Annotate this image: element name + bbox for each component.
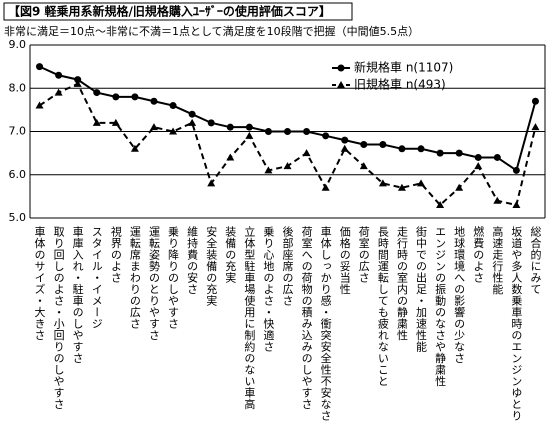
point bbox=[512, 201, 521, 209]
x-tick-label: 価格の妥当性 bbox=[338, 226, 351, 296]
point bbox=[92, 118, 101, 126]
x-tick-label: 燃費のよさ bbox=[472, 225, 485, 284]
x-tick-label: 運転姿勢のとりやすさ bbox=[147, 226, 160, 341]
point bbox=[359, 162, 368, 170]
x-tick-label: 車庫入れ・駐車のしやすさ bbox=[71, 225, 84, 364]
x-tick-label: 坂道や多人数乗車時のエンジンゆとり bbox=[510, 226, 523, 422]
point bbox=[188, 110, 196, 118]
point bbox=[264, 166, 273, 174]
point bbox=[55, 71, 63, 79]
point bbox=[36, 63, 44, 71]
point bbox=[321, 183, 330, 191]
point bbox=[341, 136, 349, 144]
x-tick-label: 運転席まわりの広さ bbox=[128, 226, 141, 330]
x-tick-label: 荷室への荷物の積み込みのしやすさ bbox=[300, 226, 313, 410]
x-tick-label: 地球環境への影響の少なさ bbox=[453, 226, 466, 364]
x-tick-label: 街中での出足・加速性能 bbox=[415, 225, 428, 353]
x-tick-label: 乗り降りのしやすさ bbox=[167, 226, 180, 330]
title-box bbox=[3, 2, 353, 21]
x-tick-label: 装備の充実 bbox=[224, 226, 237, 284]
point bbox=[112, 93, 120, 101]
y-tick-label: 9.0 bbox=[9, 38, 27, 51]
point bbox=[111, 118, 120, 126]
point bbox=[284, 128, 291, 135]
point bbox=[245, 131, 254, 139]
point bbox=[226, 153, 235, 161]
point bbox=[188, 118, 197, 126]
point bbox=[417, 179, 426, 187]
point bbox=[226, 123, 234, 131]
point bbox=[337, 64, 345, 72]
x-tick-label: 総合的にみて bbox=[529, 225, 542, 295]
x-tick-label: 安全装備の充実 bbox=[205, 225, 218, 307]
point bbox=[360, 140, 368, 148]
point bbox=[417, 145, 425, 153]
point bbox=[73, 79, 82, 87]
x-tick-label: 走行時の室内の静粛性 bbox=[395, 226, 408, 342]
point bbox=[169, 102, 177, 110]
point bbox=[150, 97, 158, 105]
x-tick-label: 車体のサイズ・大きさ bbox=[33, 225, 46, 341]
point bbox=[131, 93, 139, 101]
point bbox=[512, 166, 520, 174]
point bbox=[74, 76, 82, 84]
point bbox=[474, 162, 483, 170]
point bbox=[455, 183, 464, 191]
point bbox=[264, 128, 272, 135]
series-line bbox=[38, 82, 537, 207]
point bbox=[397, 183, 406, 191]
point bbox=[493, 153, 501, 161]
point bbox=[322, 132, 330, 140]
point bbox=[340, 144, 349, 152]
x-tick-label: 高速走行性能 bbox=[491, 225, 504, 296]
point bbox=[283, 162, 292, 170]
x-tick-label: 取り回しのよさ・小回りのしやすさ bbox=[52, 226, 65, 410]
point bbox=[303, 128, 311, 135]
point bbox=[149, 123, 158, 131]
point bbox=[378, 179, 387, 187]
y-tick-label: 6.0 bbox=[9, 168, 27, 181]
point bbox=[436, 201, 445, 209]
x-tick-label: 後部座席の広さ bbox=[281, 225, 294, 307]
x-tick-label: 荷室の広さ bbox=[357, 226, 370, 284]
y-tick-label: 5.0 bbox=[9, 211, 27, 224]
point bbox=[337, 81, 345, 88]
point bbox=[93, 89, 101, 97]
point bbox=[474, 153, 482, 161]
legend-label: 新規格車 n(1107) bbox=[354, 60, 453, 75]
point bbox=[398, 145, 406, 153]
point bbox=[302, 149, 311, 157]
point bbox=[130, 144, 139, 152]
point bbox=[436, 149, 444, 157]
point bbox=[207, 119, 215, 127]
point bbox=[531, 97, 539, 105]
legend-label: 旧規格車 n(493) bbox=[354, 77, 446, 92]
point bbox=[379, 140, 387, 148]
point bbox=[169, 127, 178, 135]
y-tick-label: 7.0 bbox=[9, 125, 27, 138]
point bbox=[531, 123, 540, 131]
x-tick-label: 長時間運転しても疲れないこと bbox=[376, 226, 389, 387]
point bbox=[54, 88, 63, 96]
chart-subtitle: 非常に満足＝10点～非常に不満＝1点として満足度を10段階で把握（中間値5.5点… bbox=[4, 24, 419, 38]
x-tick-label: エンジンの振動のなさや静粛性 bbox=[434, 226, 447, 387]
point bbox=[245, 123, 253, 131]
x-tick-label: 車体しっかり感・衝突安全性不安なさ bbox=[319, 225, 332, 422]
x-tick-label: 維持費の安さ bbox=[186, 226, 199, 295]
point bbox=[207, 179, 216, 187]
x-tick-label: 立体型駐車場使用に制約のない車高 bbox=[243, 225, 256, 411]
x-tick-label: 視界のよさ bbox=[109, 225, 122, 284]
point bbox=[455, 149, 463, 157]
x-tick-label: スタイル・イメージ bbox=[90, 226, 103, 330]
point bbox=[35, 101, 44, 109]
point bbox=[493, 196, 502, 204]
x-tick-label: 乗り心地のよさ・快適さ bbox=[262, 226, 275, 353]
chart-title: 【図9 軽乗用系新規格/旧規格購入ﾕｰｻﾞｰの使用評価スコア】 bbox=[8, 4, 331, 19]
y-tick-label: 8.0 bbox=[9, 81, 27, 94]
